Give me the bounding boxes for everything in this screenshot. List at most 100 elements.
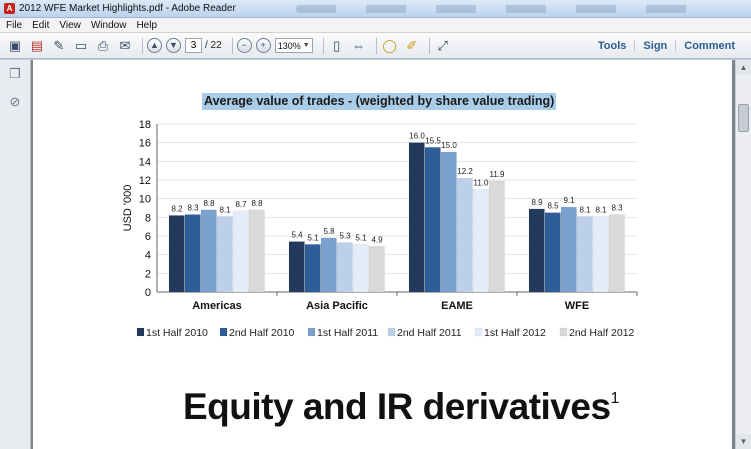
- print-icon[interactable]: ⎙: [97, 37, 109, 53]
- bar: [592, 216, 609, 293]
- highlight-icon[interactable]: ✐: [406, 37, 418, 53]
- bar: [560, 206, 577, 293]
- email-icon[interactable]: ✉: [119, 37, 131, 53]
- toolbar-divider: [322, 37, 324, 54]
- bar-value-label: 9.1: [563, 196, 575, 205]
- bar-value-label: 11.0: [474, 178, 490, 187]
- bar-value-label: 12.2: [457, 167, 473, 176]
- legend-swatch: [559, 327, 568, 337]
- y-tick-label: 14: [139, 156, 151, 168]
- zoom-in-icon[interactable]: +: [255, 38, 271, 53]
- bar: [488, 180, 505, 293]
- comment-link[interactable]: Comment: [675, 40, 743, 52]
- toolbar-divider: [428, 37, 430, 54]
- bar-value-label: 8.1: [219, 205, 231, 214]
- previous-page-icon[interactable]: ▲: [147, 38, 162, 53]
- y-axis-label: USD '000: [122, 185, 134, 232]
- bar: [368, 246, 385, 293]
- open-file-icon[interactable]: ▤: [30, 37, 44, 53]
- scrollbar-thumb[interactable]: [738, 104, 749, 132]
- zoom-select[interactable]: 130% ▼: [274, 38, 313, 53]
- bar-value-label: 15.0: [441, 141, 457, 150]
- bar: [544, 212, 561, 293]
- bar: [472, 189, 489, 293]
- legend-swatch: [219, 327, 228, 337]
- bar: [440, 151, 457, 293]
- bar-value-label: 8.3: [187, 204, 199, 213]
- bar-value-label: 8.1: [595, 205, 607, 214]
- sign-link[interactable]: Sign: [634, 40, 675, 52]
- bar-value-label: 5.8: [323, 227, 335, 236]
- bar-value-label: 5.4: [291, 231, 303, 240]
- y-tick-label: 12: [139, 175, 151, 187]
- y-tick-label: 6: [145, 231, 151, 243]
- menu-bar: File Edit View Window Help: [0, 18, 751, 33]
- edit-icon[interactable]: ✎: [53, 37, 65, 53]
- bar: [232, 210, 249, 293]
- adobe-reader-icon: A: [4, 3, 15, 14]
- menu-view[interactable]: View: [59, 19, 81, 31]
- bar-value-label: 15.5: [425, 136, 441, 145]
- bar: [184, 214, 201, 293]
- y-tick-label: 18: [139, 119, 151, 131]
- window-title: 2012 WFE Market Highlights.pdf - Adobe R…: [19, 3, 236, 14]
- y-tick-label: 10: [139, 194, 151, 206]
- bar: [424, 147, 441, 293]
- create-pdf-icon[interactable]: ▣: [8, 37, 22, 53]
- fit-width-icon[interactable]: ⇔: [352, 38, 366, 53]
- vertical-scrollbar[interactable]: ▲ ▼: [735, 60, 751, 449]
- legend-swatch: [474, 327, 483, 337]
- comment-bubble-icon[interactable]: ◯: [382, 37, 397, 53]
- pdf-page: Average value of trades - (weighted by s…: [33, 60, 732, 449]
- toolbar-divider: [142, 37, 143, 54]
- zoom-out-icon[interactable]: −: [236, 38, 252, 53]
- full-screen-icon[interactable]: ⤢: [437, 37, 448, 53]
- fit-page-icon[interactable]: ▯: [333, 37, 341, 53]
- bar-value-label: 8.9: [531, 198, 543, 207]
- bar: [216, 216, 233, 293]
- bar: [200, 209, 217, 293]
- page-thumbnails-icon[interactable]: ❐: [9, 66, 21, 81]
- x-tick-label: EAME: [441, 300, 473, 312]
- chevron-down-icon: ▼: [302, 42, 310, 49]
- page-total: / 22: [205, 40, 222, 51]
- y-tick-label: 4: [145, 250, 151, 262]
- page-number-input[interactable]: [185, 38, 202, 53]
- next-page-icon[interactable]: ▼: [166, 38, 181, 53]
- bar: [248, 209, 265, 293]
- scroll-down-arrow-icon[interactable]: ▼: [736, 434, 751, 449]
- y-tick-label: 0: [145, 287, 151, 299]
- bar-value-label: 8.7: [235, 200, 247, 209]
- legend-label: 2nd Half 2012: [569, 327, 635, 339]
- bar: [320, 237, 337, 293]
- menu-edit[interactable]: Edit: [32, 19, 50, 31]
- x-tick-label: Asia Pacific: [306, 300, 368, 312]
- bar-value-label: 11.9: [490, 170, 506, 179]
- y-tick-label: 2: [145, 268, 151, 280]
- bar-value-label: 8.3: [611, 204, 623, 213]
- x-tick-label: WFE: [565, 300, 589, 312]
- section-heading: Equity and IR derivatives1: [183, 386, 619, 428]
- save-icon[interactable]: ▭: [74, 37, 88, 53]
- attachments-paperclip-icon[interactable]: ⊘: [9, 94, 21, 109]
- toolbar-right-panel: Tools Sign Comment: [590, 33, 743, 59]
- legend-swatch: [307, 327, 316, 337]
- zoom-value: 130%: [277, 40, 301, 51]
- bar: [304, 244, 321, 293]
- legend-label: 1st Half 2011: [317, 327, 378, 339]
- bar: [456, 177, 473, 293]
- legend-swatch: [387, 327, 396, 337]
- menu-window[interactable]: Window: [90, 19, 127, 31]
- bar: [352, 244, 369, 293]
- menu-help[interactable]: Help: [136, 19, 158, 31]
- bar: [608, 214, 625, 293]
- y-tick-label: 16: [139, 138, 151, 150]
- tools-link[interactable]: Tools: [597, 40, 627, 52]
- scroll-up-arrow-icon[interactable]: ▲: [736, 60, 751, 75]
- document-viewport[interactable]: Average value of trades - (weighted by s…: [31, 60, 735, 449]
- bar-value-label: 4.9: [371, 235, 383, 244]
- bar-value-label: 8.2: [171, 204, 183, 213]
- menu-file[interactable]: File: [6, 19, 23, 31]
- legend-label: 1st Half 2012: [484, 327, 546, 339]
- chart-title: Average value of trades - (weighted by s…: [202, 93, 557, 110]
